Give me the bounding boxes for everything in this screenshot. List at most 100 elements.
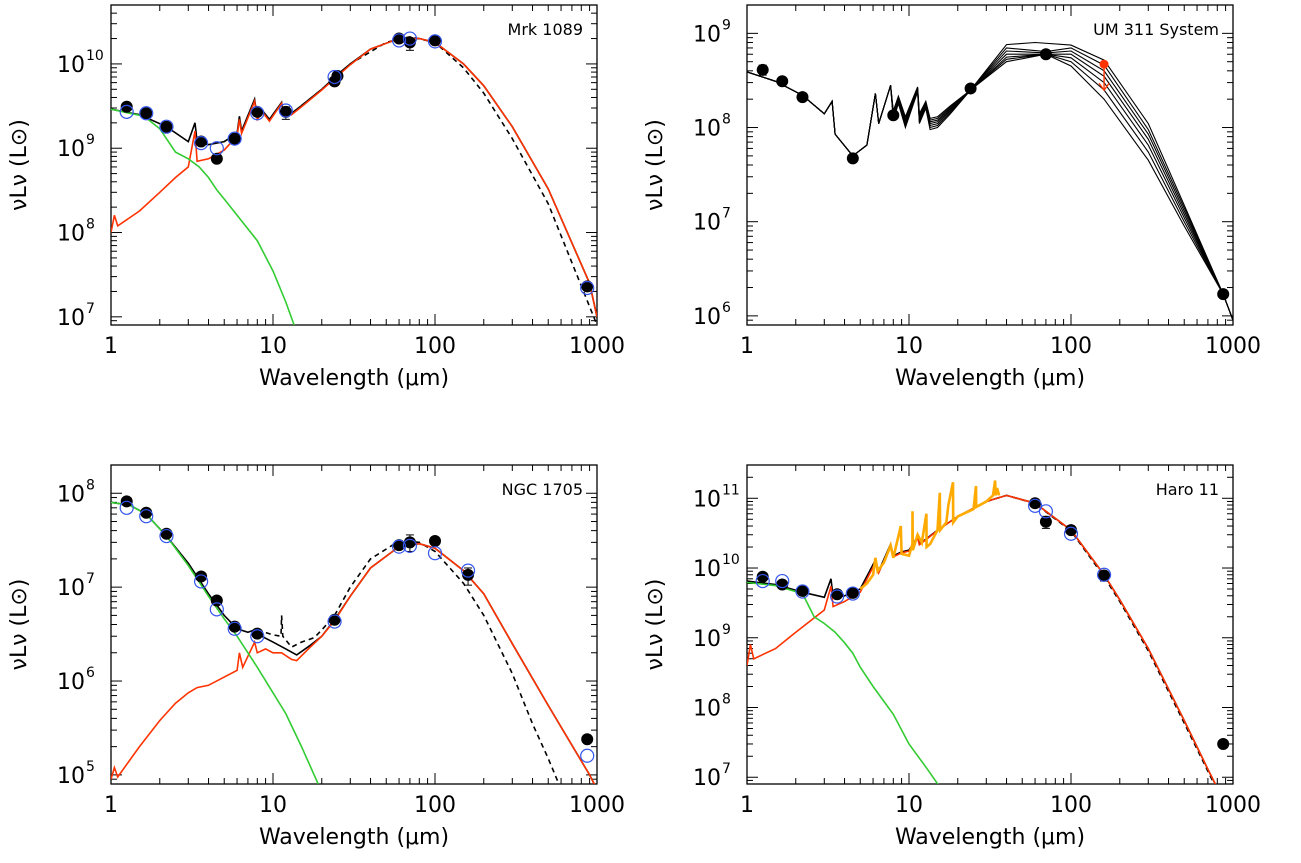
y-tick-label: 10 xyxy=(693,627,721,652)
model-point xyxy=(159,119,174,134)
model-point xyxy=(775,573,790,589)
model-family-line xyxy=(747,53,1233,321)
stellar-line xyxy=(747,581,939,784)
observed-point xyxy=(776,75,789,88)
y-tick-exponent: 7 xyxy=(722,206,731,222)
model-point xyxy=(227,131,242,146)
x-tick-label: 1000 xyxy=(1205,334,1261,359)
y-tick-label: 10 xyxy=(693,487,721,512)
observed-point xyxy=(429,535,441,548)
plot-frame xyxy=(110,4,598,326)
model-point xyxy=(139,106,154,121)
y-tick-exponent: 11 xyxy=(722,482,740,498)
model-point xyxy=(391,539,407,554)
plot-frame xyxy=(110,464,598,785)
observed-point xyxy=(1098,569,1111,582)
y-tick-exponent: 8 xyxy=(722,112,731,128)
x-tick-label: 100 xyxy=(1050,334,1092,359)
y-tick-label: 10 xyxy=(57,137,85,162)
observed-point xyxy=(776,578,789,591)
y-tick-label: 10 xyxy=(57,576,85,601)
model-point xyxy=(250,106,265,121)
y-tick-exponent: 9 xyxy=(722,17,731,33)
observed-point xyxy=(403,36,416,49)
x-tick-label: 10 xyxy=(259,793,287,818)
x-tick-label: 1000 xyxy=(569,793,625,818)
data-layer xyxy=(747,41,1233,321)
observed-point xyxy=(1217,288,1230,301)
x-tick-label: 100 xyxy=(414,334,456,359)
observed-point xyxy=(120,100,133,113)
observed-point xyxy=(964,82,977,95)
observed-point xyxy=(846,586,859,599)
observed-point xyxy=(462,568,475,581)
observed-point xyxy=(328,613,341,626)
model-family-line xyxy=(747,53,1233,321)
y-tick-label: 10 xyxy=(57,53,85,78)
observed-point xyxy=(846,152,859,165)
observed-point xyxy=(756,570,769,583)
model-point xyxy=(119,500,134,515)
observed-point xyxy=(796,91,809,104)
model-point xyxy=(119,104,134,119)
dust-line xyxy=(747,494,1217,784)
y-axis-title: νLν (L⊙) xyxy=(643,579,668,671)
y-tick-label: 10 xyxy=(57,222,85,247)
y-tick-exponent: 6 xyxy=(722,300,731,316)
y-tick-label: 10 xyxy=(693,211,721,236)
y-tick-label: 10 xyxy=(693,696,721,721)
model-point xyxy=(1063,526,1079,541)
x-axis-title: Wavelength (μm) xyxy=(895,366,1085,391)
observed-point xyxy=(140,107,153,120)
model-family-line xyxy=(747,53,1233,321)
x-tick-label: 1 xyxy=(104,334,118,359)
observed-point xyxy=(1039,48,1052,61)
x-tick-label: 10 xyxy=(895,793,923,818)
y-tick-label: 10 xyxy=(693,766,721,791)
model-dashed-line xyxy=(986,494,1216,784)
y-tick-exponent: 5 xyxy=(86,759,95,775)
model-point xyxy=(830,589,845,604)
total-line xyxy=(747,494,1217,784)
observed-point xyxy=(581,733,594,746)
x-tick-label: 100 xyxy=(414,793,456,818)
y-tick-label: 10 xyxy=(693,117,721,142)
y-tick-exponent: 7 xyxy=(86,301,95,317)
observed-point xyxy=(195,570,208,583)
y-tick-label: 10 xyxy=(57,306,85,331)
model-point xyxy=(194,574,209,589)
observed-point xyxy=(887,109,900,122)
y-axis-title: νLν (L⊙) xyxy=(7,119,32,211)
x-tick-label: 1 xyxy=(740,793,754,818)
total-line xyxy=(111,37,597,317)
y-tick-label: 10 xyxy=(693,557,721,582)
observed-point xyxy=(279,105,292,118)
total-line xyxy=(111,501,596,784)
model-family-line xyxy=(747,41,1233,321)
observed-point xyxy=(251,105,264,118)
y-tick-exponent: 6 xyxy=(86,665,95,681)
model-point xyxy=(278,103,293,118)
model-point xyxy=(209,141,224,156)
data-layer xyxy=(747,480,1230,784)
model-point xyxy=(755,573,770,589)
model-point xyxy=(845,586,860,601)
panel-annotation: UM 311 System xyxy=(1093,20,1219,39)
dust-line xyxy=(111,37,597,317)
y-tick-exponent: 8 xyxy=(86,477,95,493)
y-tick-exponent: 8 xyxy=(722,691,731,707)
model-point xyxy=(427,546,443,561)
observed-point xyxy=(160,120,173,133)
model-point xyxy=(580,748,595,763)
model-point xyxy=(391,33,407,48)
x-axis-title: Wavelength (μm) xyxy=(259,366,449,391)
model-dashed-line xyxy=(257,540,560,784)
observed-point xyxy=(393,32,406,45)
observed-point xyxy=(581,280,594,293)
panel-annotation: NGC 1705 xyxy=(502,480,583,499)
model-point xyxy=(327,69,342,85)
